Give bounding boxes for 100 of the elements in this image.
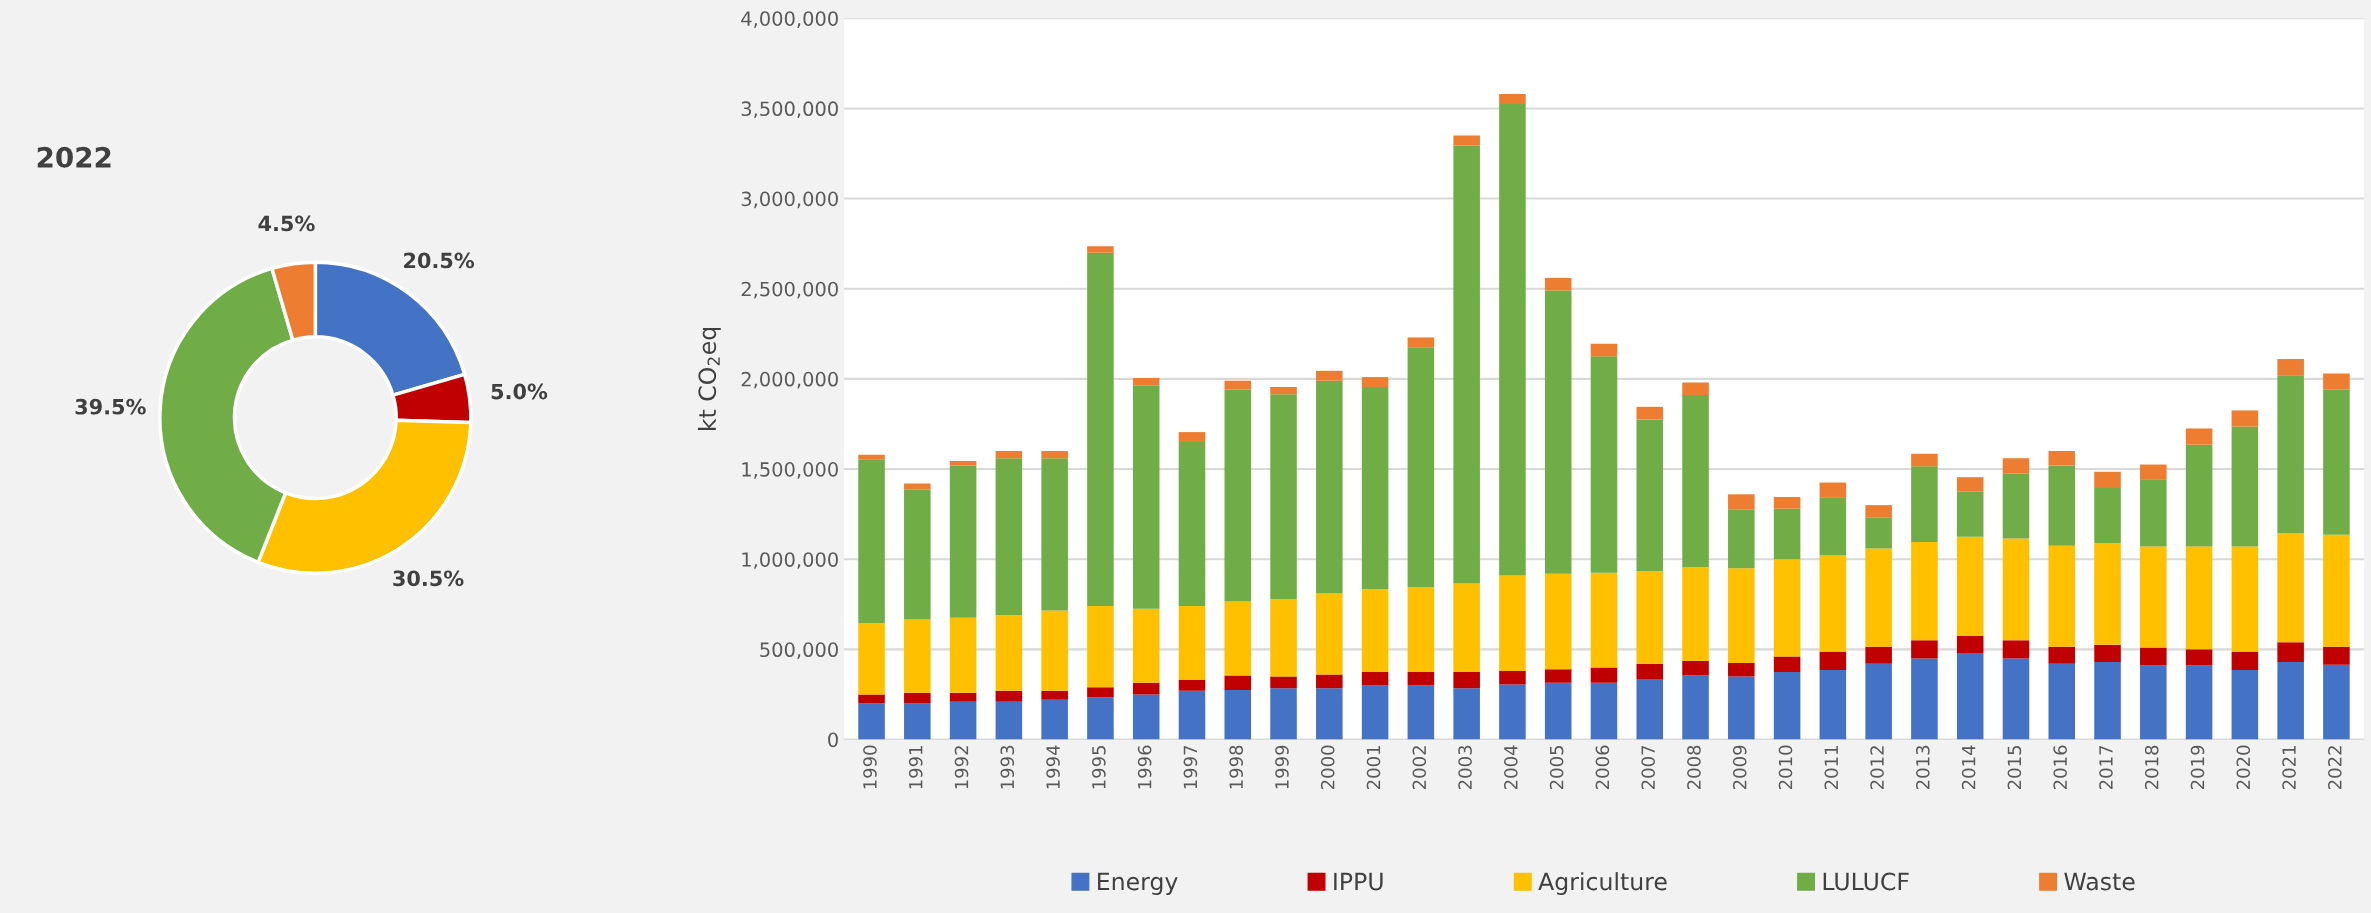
bar [2048, 451, 2076, 466]
x-tick-label: 2021 [2282, 746, 2296, 790]
bar [995, 690, 1023, 702]
bar [2277, 661, 2304, 740]
bar [2185, 665, 2213, 740]
x-tick-label: 2019 [2190, 745, 2205, 790]
bar [1728, 494, 1755, 510]
bar [1270, 688, 1297, 740]
bar [1087, 687, 1114, 698]
bar [2002, 658, 2030, 740]
bar [1819, 497, 1847, 556]
bar [1773, 497, 1801, 509]
x-tick-label: 1990 [863, 745, 877, 789]
bar [2094, 542, 2121, 645]
bar [949, 701, 977, 740]
bar [1041, 699, 1068, 740]
bar [858, 623, 885, 695]
x-tick-label: 1995 [1092, 745, 1106, 789]
bar [1911, 658, 1938, 740]
bar [1682, 675, 1709, 740]
x-tick-label: 2008 [1687, 745, 1701, 790]
x-tick-label: 2002 [1412, 746, 1427, 790]
bar [2323, 646, 2350, 665]
bar [1361, 377, 1389, 388]
y-tick-label: 4,000,000 [741, 11, 838, 28]
bar [2140, 464, 2167, 480]
bar [2094, 644, 2121, 662]
y-tick-label: 2,000,000 [741, 371, 838, 389]
legend-label: IPPU [1334, 872, 1383, 891]
bar [2323, 534, 2350, 647]
bar [2140, 647, 2167, 666]
bar [1316, 674, 1343, 689]
bar [1544, 290, 1572, 574]
bar [1178, 432, 1206, 443]
bar [1819, 652, 1847, 671]
bar [1544, 682, 1572, 740]
bar [1224, 389, 1252, 602]
bar [1956, 477, 1984, 492]
x-tick-label: 2012 [1870, 746, 1884, 790]
bar [858, 694, 885, 704]
bar [1224, 689, 1252, 740]
bar [2277, 642, 2304, 662]
x-tick-label: 2014 [1961, 745, 1976, 790]
bar [2094, 661, 2121, 740]
bar [1499, 684, 1526, 740]
bar [2231, 652, 2259, 671]
bar [1636, 570, 1664, 664]
bar [1407, 347, 1435, 588]
bar [949, 465, 977, 618]
bar [2002, 458, 2030, 474]
bar [1544, 277, 1572, 291]
bar [1270, 387, 1297, 395]
bar [1773, 656, 1801, 672]
bar [1361, 685, 1389, 740]
bar [1453, 583, 1480, 672]
bar [2185, 546, 2213, 650]
bar [1911, 542, 1938, 641]
bar [1636, 679, 1664, 740]
x-tick-label: 1991 [908, 746, 923, 789]
bar [1773, 508, 1801, 560]
bar [1132, 377, 1160, 386]
bar [1041, 690, 1068, 700]
x-tick-label: 1992 [954, 746, 969, 789]
x-tick-label: 1996 [1137, 745, 1152, 789]
bar [904, 692, 931, 704]
bar [1956, 536, 1984, 636]
x-tick-label: 1994 [1046, 745, 1060, 789]
bar [1453, 671, 1480, 689]
bar [904, 703, 931, 740]
y-tick-label: 0 [828, 732, 838, 748]
bar [2140, 546, 2167, 648]
bar [1087, 246, 1114, 253]
x-tick-label: 2007 [1641, 745, 1655, 790]
y-tick-label: 3,500,000 [741, 101, 838, 119]
bar [2231, 670, 2259, 740]
bar [2140, 665, 2167, 740]
bar [1590, 343, 1618, 357]
bar [2185, 444, 2213, 547]
bar [1361, 671, 1389, 686]
x-tick-label: 2005 [1549, 745, 1564, 790]
y-tick-label: 500,000 [760, 642, 838, 660]
bar [1132, 694, 1160, 740]
chart-title: 2022 [37, 146, 111, 168]
legend-label: Waste [2064, 872, 2135, 891]
bar [1041, 458, 1068, 611]
bar [1773, 559, 1801, 657]
bar [1087, 252, 1114, 607]
bar [2002, 473, 2030, 539]
bar [2048, 545, 2076, 647]
y-tick-label: 2,500,000 [741, 281, 838, 299]
bar [1728, 568, 1755, 663]
bar [1499, 103, 1526, 576]
bar [1682, 395, 1709, 568]
data-label: 20.5% [404, 252, 475, 269]
bar [1819, 670, 1847, 740]
bar [1407, 671, 1435, 686]
y-tick-label: 1,500,000 [742, 462, 838, 479]
x-tick-label: 1997 [1183, 745, 1198, 789]
bar [1132, 608, 1160, 683]
x-tick-label: 2011 [1824, 746, 1839, 790]
